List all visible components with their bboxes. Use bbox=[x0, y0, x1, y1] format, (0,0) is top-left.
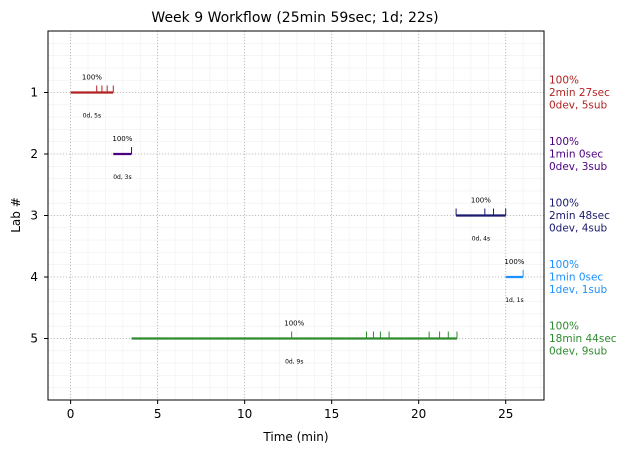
lab-5-summary-line: 0dev, 9sub bbox=[549, 346, 608, 358]
lab-4-summary-line: 1dev, 1sub bbox=[549, 284, 608, 296]
lab-4-dev-label: 1d, 1s bbox=[505, 297, 523, 304]
lab-bars: 100% 0d, 5s 100% 0d, 3s 100% 0d, 4s 100% 1d, 1s… bbox=[70, 74, 525, 366]
lab-5-dev-label: 0d, 9s bbox=[285, 359, 303, 366]
lab-3-summary-line: 2min 48sec bbox=[549, 210, 610, 222]
y-tick-label: 2 bbox=[30, 147, 38, 161]
y-axis-label: Lab # bbox=[9, 197, 23, 233]
lab-5-percent-label: 100% bbox=[284, 320, 304, 328]
lab-3-group: 100% 0d, 4s bbox=[455, 197, 507, 243]
x-tick-label: 10 bbox=[237, 407, 252, 421]
lab-4-summary-line: 1min 0sec bbox=[549, 272, 603, 284]
x-tick-label: 0 bbox=[67, 407, 75, 421]
chart-title: Week 9 Workflow (25min 59sec; 1d; 22s) bbox=[151, 10, 438, 26]
lab-2-summary-line: 1min 0sec bbox=[549, 149, 603, 161]
lab-2-dev-label: 0d, 3s bbox=[113, 174, 131, 181]
y-tick-label: 4 bbox=[30, 270, 38, 284]
lab-5-summary-line: 18min 44sec bbox=[549, 333, 617, 345]
lab-1-percent-label: 100% bbox=[82, 74, 102, 82]
lab-5-summary-line: 100% bbox=[549, 321, 579, 333]
lab-4-percent-label: 100% bbox=[504, 258, 524, 266]
lab-3-summary-line: 0dev, 4sub bbox=[549, 223, 608, 235]
lab-2-group: 100% 0d, 3s bbox=[112, 135, 132, 181]
y-tick-label: 1 bbox=[30, 86, 38, 100]
lab-1-dev-label: 0d, 5s bbox=[83, 113, 101, 120]
lab-1-summary-line: 2min 27sec bbox=[549, 87, 610, 99]
lab-4-summary-line: 100% bbox=[549, 259, 579, 271]
lab-5-group: 100% 0d, 9s bbox=[131, 320, 458, 366]
lab-4-group: 100% 1d, 1s bbox=[504, 258, 524, 304]
y-tick-label: 5 bbox=[30, 332, 38, 346]
lab-3-dev-label: 0d, 4s bbox=[472, 236, 490, 243]
x-tick-label: 25 bbox=[498, 407, 513, 421]
lab-2-summary-line: 100% bbox=[549, 136, 579, 148]
lab-3-summary-line: 100% bbox=[549, 198, 579, 210]
lab-1-summary-line: 100% bbox=[549, 75, 579, 87]
y-tick-label: 3 bbox=[30, 209, 38, 223]
lab-2-summary-line: 0dev, 3sub bbox=[549, 161, 608, 173]
x-axis-label: Time (min) bbox=[262, 430, 328, 444]
lab-1-summary-line: 0dev, 5sub bbox=[549, 100, 608, 112]
x-tick-label: 20 bbox=[411, 407, 426, 421]
lab-3-percent-label: 100% bbox=[471, 197, 491, 205]
lab-1-group: 100% 0d, 5s bbox=[70, 74, 114, 120]
lab-2-percent-label: 100% bbox=[112, 135, 132, 143]
x-tick-label: 15 bbox=[324, 407, 339, 421]
x-tick-label: 5 bbox=[154, 407, 162, 421]
axis-ticks: 0 5 10 15 20 25 1 2 3 4 5 bbox=[30, 86, 513, 422]
